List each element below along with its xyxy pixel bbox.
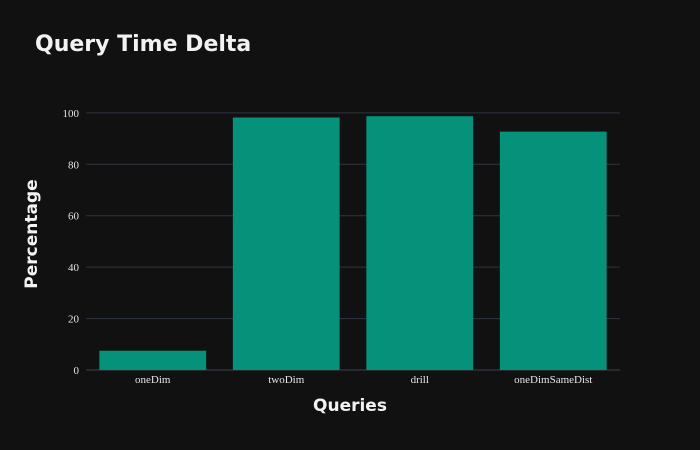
bar-oneDim (99, 350, 207, 370)
y-tick-label: 60 (68, 211, 80, 223)
y-tick-label: 0 (74, 365, 80, 377)
bar-drill (366, 116, 474, 370)
x-tick-label: twoDim (268, 374, 305, 386)
x-tick-label: oneDim (135, 374, 171, 386)
bar-oneDimSameDist (499, 131, 607, 370)
bars (99, 116, 607, 370)
y-tick-label: 80 (68, 159, 80, 171)
y-axis-ticks: 0 20 40 60 80 100 (63, 108, 80, 377)
x-tick-label: drill (411, 374, 429, 386)
chart-title: Query Time Delta (35, 32, 251, 57)
y-tick-label: 40 (68, 262, 80, 274)
x-axis-ticks: oneDim twoDim drill oneDimSameDist (135, 374, 592, 386)
bar-twoDim (232, 117, 340, 370)
x-tick-label: oneDimSameDist (514, 374, 592, 386)
y-tick-label: 20 (68, 314, 80, 326)
x-axis-title: Queries (313, 396, 387, 416)
y-tick-label: 100 (63, 108, 80, 120)
y-axis-title: Percentage (22, 179, 42, 288)
